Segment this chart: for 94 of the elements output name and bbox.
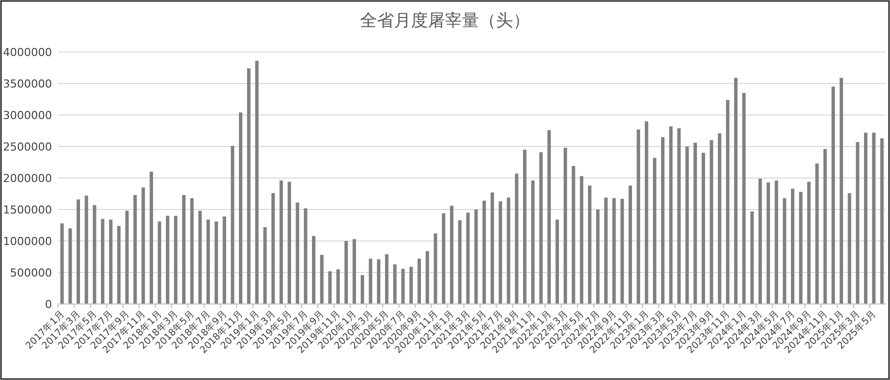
bar (856, 142, 860, 304)
bar (564, 148, 568, 304)
y-tick-label: 4000000 (3, 46, 52, 59)
bar (222, 216, 226, 304)
bar (823, 149, 827, 304)
bar (718, 133, 722, 304)
y-tick-label: 2000000 (3, 172, 52, 185)
bar (840, 78, 844, 304)
bar (238, 112, 242, 304)
bar (580, 176, 584, 304)
bar (312, 236, 316, 304)
bar (174, 216, 178, 304)
bar (832, 86, 835, 304)
bar (84, 196, 88, 304)
bar (376, 259, 380, 304)
bar (636, 129, 640, 304)
bar (514, 174, 518, 304)
bar (880, 138, 884, 304)
bar (482, 200, 486, 304)
bar (247, 68, 250, 304)
bar (523, 150, 526, 304)
bar (685, 146, 689, 304)
bar (766, 182, 770, 304)
bar (360, 275, 364, 304)
bar (352, 239, 356, 304)
chart-title: 全省月度屠宰量（头） (360, 11, 530, 30)
bar (76, 199, 80, 304)
bar (694, 142, 697, 304)
bar (774, 180, 778, 304)
bar (142, 187, 145, 304)
bar (450, 206, 454, 304)
bar (498, 201, 502, 304)
bar (612, 198, 616, 304)
bar (409, 266, 413, 304)
bar (320, 254, 324, 304)
bar (109, 220, 112, 304)
bar (474, 210, 478, 304)
bar (304, 208, 308, 304)
bar (758, 178, 762, 304)
bar (620, 198, 624, 304)
bar (190, 198, 194, 304)
bar (458, 220, 462, 304)
bar (742, 92, 746, 304)
bar (652, 158, 656, 304)
y-tick-label: 500000 (10, 266, 52, 280)
bar (702, 152, 706, 304)
bar (214, 221, 218, 304)
bar (182, 195, 186, 304)
bar (628, 186, 632, 304)
bar (556, 220, 559, 304)
bar (60, 223, 64, 304)
bar (271, 193, 275, 304)
bar (100, 218, 104, 304)
bar (750, 211, 754, 304)
bar (344, 241, 348, 304)
bar (661, 137, 664, 304)
bar (336, 269, 340, 304)
bar (150, 172, 154, 304)
bar (596, 210, 600, 304)
bar (604, 198, 608, 304)
bar (588, 186, 592, 304)
bar (418, 258, 421, 304)
bar (166, 216, 170, 304)
bar (426, 251, 430, 304)
bar (872, 132, 876, 304)
bar (288, 182, 292, 304)
bar (531, 180, 535, 304)
bar (734, 78, 738, 304)
bar (393, 264, 397, 304)
y-tick-label: 3500000 (3, 78, 52, 90)
y-tick-label: 1000000 (3, 235, 52, 248)
bar (206, 220, 210, 304)
bar (490, 192, 494, 304)
y-tick-label: 1500000 (3, 204, 52, 216)
bar (198, 210, 202, 304)
bar (255, 60, 259, 304)
bar (133, 195, 137, 304)
bar (385, 254, 388, 304)
bar (807, 182, 811, 304)
bar (799, 192, 802, 304)
bar (669, 126, 673, 304)
bar (790, 188, 794, 304)
bar (442, 213, 446, 304)
y-tick-label: 0 (45, 298, 52, 311)
bar (328, 271, 332, 304)
y-tick-label: 3000000 (3, 109, 52, 122)
bar (68, 228, 72, 304)
bar (726, 100, 730, 304)
bar (117, 226, 121, 304)
y-tick-label: 2500000 (3, 140, 52, 154)
bar (280, 180, 283, 304)
bar (466, 212, 470, 304)
bar (864, 132, 868, 304)
bar (547, 130, 551, 304)
